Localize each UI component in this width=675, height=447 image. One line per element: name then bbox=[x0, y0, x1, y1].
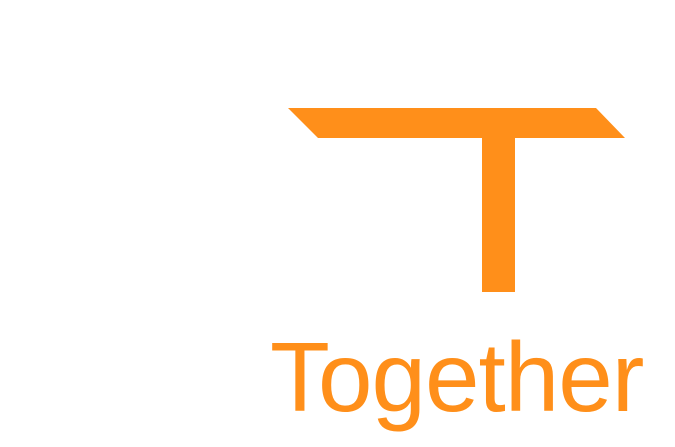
t-logo-stem bbox=[482, 136, 515, 292]
brand-wordmark: Together bbox=[270, 322, 644, 432]
t-logo-crossbar bbox=[288, 108, 625, 138]
